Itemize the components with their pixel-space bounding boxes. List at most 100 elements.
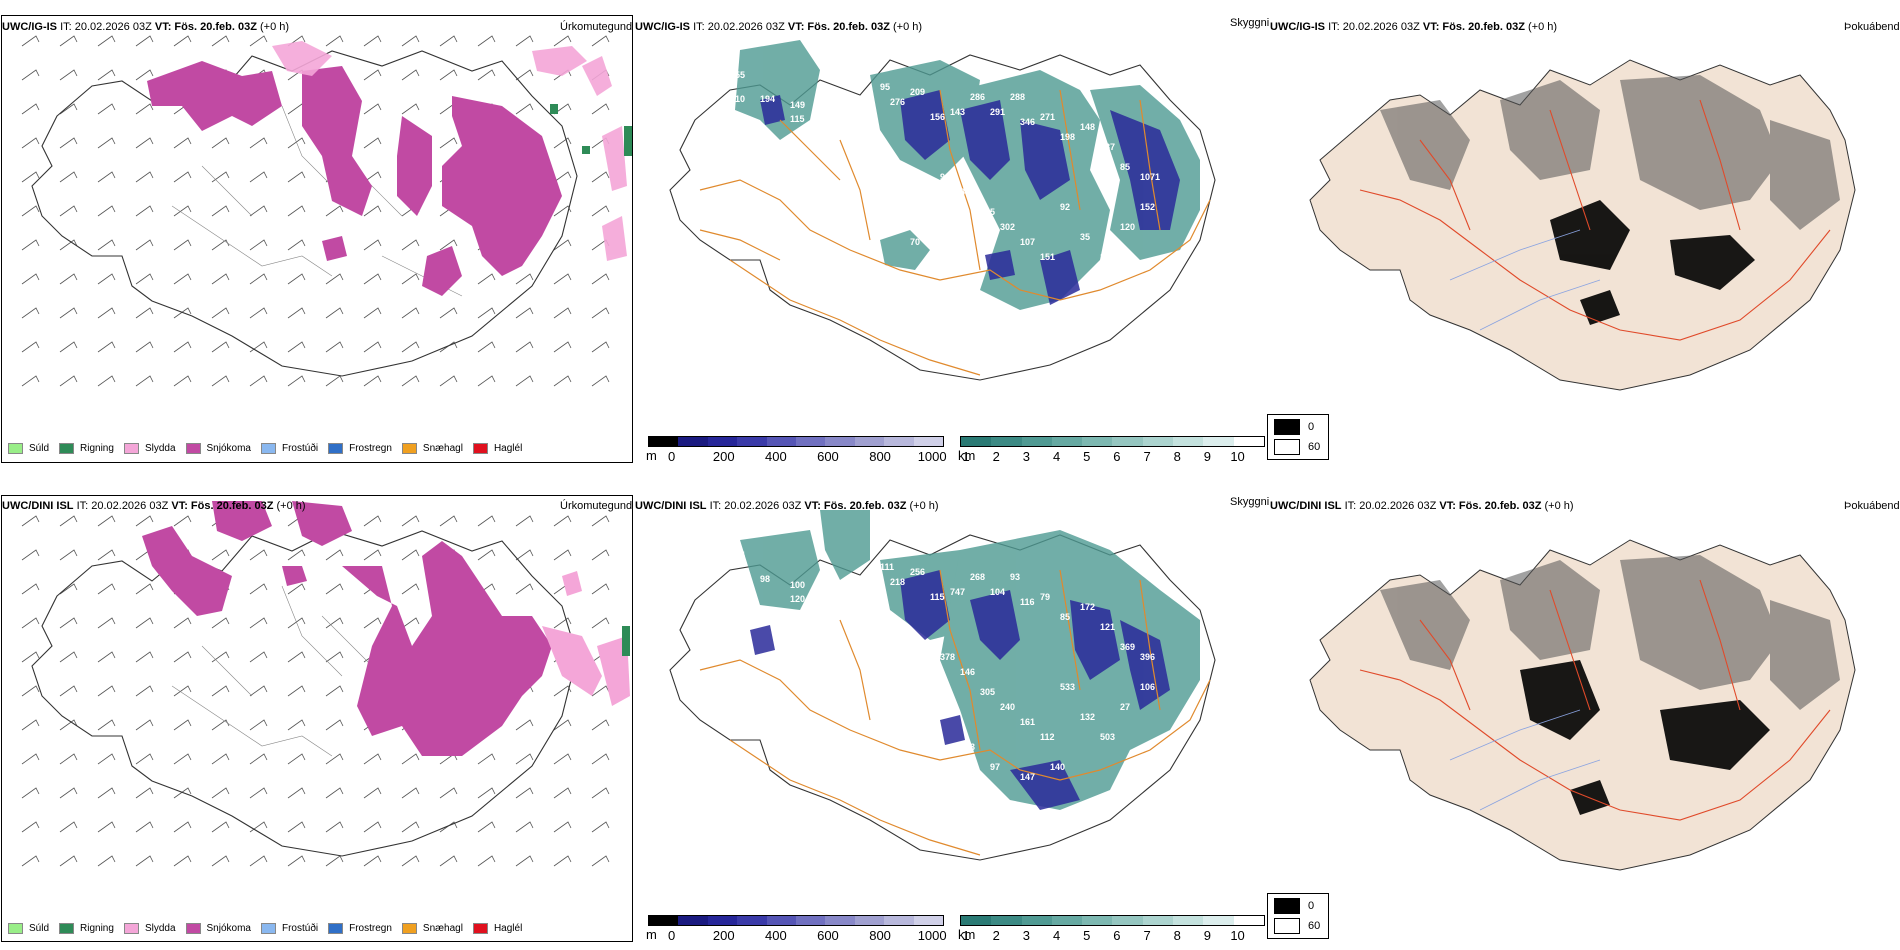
wind-barb <box>21 103 40 115</box>
fog-title-2: UWC/DINI ISL IT: 20.02.2026 03Z VT: Fös.… <box>1270 500 1574 512</box>
ceiling-height-label: 100 <box>790 580 805 590</box>
ceiling-height-label: 95 <box>880 82 890 92</box>
wind-barb <box>363 239 382 251</box>
ceiling-scale-step <box>913 437 944 446</box>
wind-barb <box>287 549 306 561</box>
wind-barb <box>401 583 420 595</box>
lead-time: (+0 h) <box>909 500 939 512</box>
wind-barb <box>515 69 534 81</box>
wind-barb <box>211 239 230 251</box>
wind-barb <box>363 617 382 629</box>
ceiling-height-label: 155 <box>730 70 745 80</box>
vis-scale-step <box>1051 437 1083 446</box>
wind-barb <box>477 515 496 527</box>
wind-barb <box>515 307 534 319</box>
wind-barb <box>553 103 572 115</box>
ceiling-scale-step <box>884 437 914 446</box>
wind-barb <box>21 651 40 663</box>
wind-barb <box>59 341 78 353</box>
wind-barb <box>135 137 154 149</box>
wind-barb <box>59 171 78 183</box>
vis-tick-label: 1 <box>962 928 970 943</box>
wind-barb <box>477 69 496 81</box>
wind-barb <box>211 341 230 353</box>
ceiling-tick-label: 400 <box>765 449 787 464</box>
wind-barb <box>97 341 116 353</box>
wind-barb <box>135 787 154 799</box>
wind-barb <box>553 821 572 833</box>
wind-barb <box>325 719 344 731</box>
ceiling-height-label: 106 <box>1140 682 1155 692</box>
wind-barb <box>325 273 344 285</box>
ceiling-height-label: 396 <box>1140 652 1155 662</box>
ceiling-height-label: 747 <box>950 587 965 597</box>
wind-barb <box>401 617 420 629</box>
ceiling-height-label: 533 <box>1060 682 1075 692</box>
wind-barb <box>515 549 534 561</box>
wind-barb <box>211 617 230 629</box>
wind-barb <box>515 787 534 799</box>
model-label: UWC/IG-IS <box>2 21 57 33</box>
ceiling-height-label: 93 <box>855 117 865 127</box>
wind-barb <box>477 821 496 833</box>
legend-label: Frostregn <box>349 923 392 934</box>
wind-barb <box>401 515 420 527</box>
ceiling-height-label: 115 <box>930 592 945 602</box>
wind-barb <box>97 35 116 47</box>
wind-barb <box>211 549 230 561</box>
wind-barb <box>21 69 40 81</box>
wind-barb <box>59 651 78 663</box>
vis-scale-step <box>1112 916 1143 925</box>
ceiling-height-label: 27 <box>1120 702 1130 712</box>
vis-scale-bar <box>960 915 1265 926</box>
ceiling-scale-bar <box>648 915 944 926</box>
wind-barb <box>287 171 306 183</box>
wind-barb <box>59 855 78 867</box>
lead-time: (+0 h) <box>276 500 306 512</box>
legend-item: Snæhagl <box>401 443 463 454</box>
ceiling-height-label: 198 <box>1060 132 1075 142</box>
roads <box>699 569 1211 856</box>
wind-barb <box>287 375 306 387</box>
ceiling-scale-step <box>854 437 885 446</box>
legend-item: Frostúði <box>260 923 318 934</box>
wind-barb <box>439 341 458 353</box>
wind-barb <box>325 205 344 217</box>
legend-swatch <box>260 923 276 934</box>
wind-barb <box>287 341 306 353</box>
wind-barb <box>173 617 192 629</box>
vis-scale-step <box>1142 437 1174 446</box>
ceiling-height-label: 503 <box>1100 732 1115 742</box>
wind-barb <box>59 239 78 251</box>
wind-barb <box>401 375 420 387</box>
legend-swatch <box>401 923 417 934</box>
wind-barb <box>97 685 116 697</box>
wind-barb <box>515 341 534 353</box>
ceiling-scale-step <box>825 916 855 925</box>
wind-barb <box>553 719 572 731</box>
vis-tick-label: 2 <box>992 449 1000 464</box>
wind-barb <box>363 273 382 285</box>
wind-barb <box>477 341 496 353</box>
wind-barb <box>591 583 610 595</box>
ceiling-height-label: 302 <box>1000 222 1015 232</box>
precip-panel-label-2: Úrkomutegund <box>560 500 633 512</box>
legend-item: Frostregn <box>328 443 392 454</box>
wind-barb <box>591 617 610 629</box>
ceiling-height-label: 369 <box>1120 642 1135 652</box>
wind-barb <box>173 651 192 663</box>
ceiling-height-label: 151 <box>1040 252 1055 262</box>
wind-barb <box>515 753 534 765</box>
wind-barb <box>21 583 40 595</box>
legend-swatch <box>472 923 488 934</box>
vis-scale-step <box>1082 437 1113 446</box>
wind-barb <box>477 753 496 765</box>
wind-barb <box>553 617 572 629</box>
sleet-areas <box>272 41 627 261</box>
legend-swatch <box>328 923 344 934</box>
fog-legend-label: 60 <box>1308 920 1321 932</box>
ceiling-tick-label: 0 <box>668 928 676 943</box>
init-time: IT: 20.02.2026 03Z <box>60 21 152 33</box>
wind-barb <box>97 103 116 115</box>
ceiling-height-label: 288 <box>730 574 745 584</box>
